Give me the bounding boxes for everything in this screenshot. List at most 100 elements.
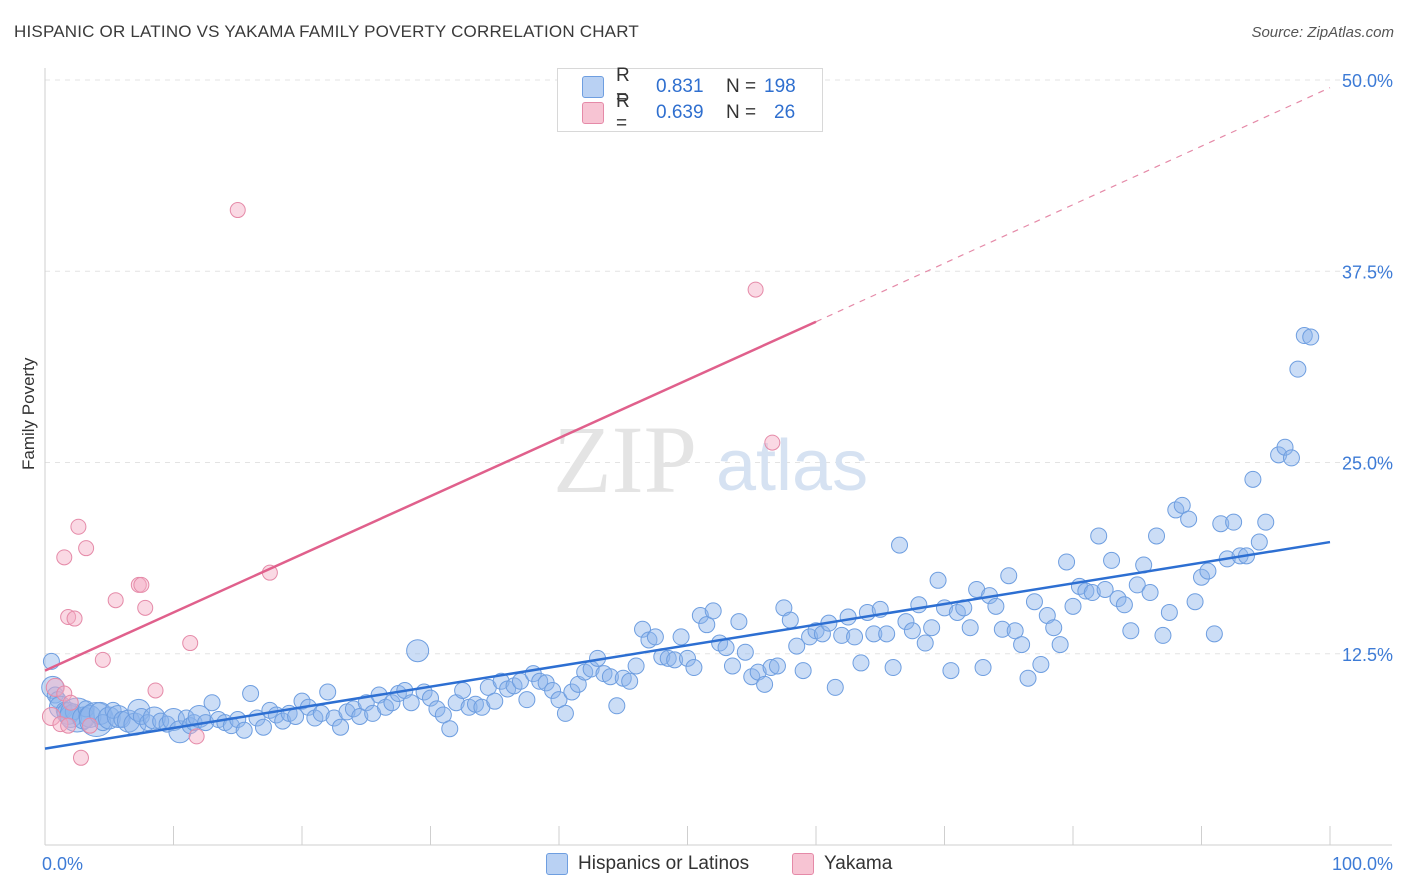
hispanic-point: [383, 694, 401, 712]
hispanic-point: [666, 651, 684, 669]
hispanic-point: [1141, 584, 1159, 602]
hispanic-point: [659, 649, 677, 667]
hispanic-point: [903, 622, 921, 640]
yakama-point: [56, 549, 73, 566]
hispanic-point: [1122, 622, 1140, 640]
hispanic-point: [1064, 597, 1082, 615]
yakama-point: [747, 281, 764, 298]
bottom-legend-swatch-blue: [546, 853, 568, 875]
hispanic-point: [813, 625, 831, 643]
hispanic-point: [1180, 510, 1198, 528]
yakama-point: [60, 609, 77, 626]
hispanic-point: [974, 659, 992, 677]
hispanic-point: [1051, 636, 1069, 654]
hispanic-point: [1148, 527, 1166, 545]
bottom-legend-swatch-pink: [792, 853, 814, 875]
source-note: Source: ZipAtlas.com: [1251, 24, 1394, 41]
yakama-point: [182, 635, 199, 652]
hispanic-point: [897, 613, 915, 631]
y-tick-label: 37.5%: [1342, 262, 1393, 282]
hispanic-point: [319, 683, 337, 701]
hispanic-point: [878, 625, 896, 643]
hispanic-point: [104, 701, 122, 719]
axes: [44, 68, 1392, 846]
hispanic-point: [1025, 593, 1043, 611]
hispanic-point: [1289, 360, 1307, 378]
hispanic-point: [691, 607, 709, 624]
legend-swatch-pink: [582, 102, 604, 124]
hispanic-point: [406, 639, 430, 663]
watermark-atlas: atlas: [716, 426, 868, 506]
hispanic-point: [332, 718, 350, 736]
hispanic-point: [1083, 584, 1101, 602]
hispanic-point: [1115, 596, 1133, 614]
yakama-point: [81, 717, 98, 734]
hispanic-point: [884, 659, 902, 677]
hispanic-point: [987, 597, 1005, 615]
hispanic-point: [1199, 562, 1217, 580]
hispanic-point: [203, 694, 221, 712]
hispanic-point: [235, 721, 253, 739]
watermark-zip: ZIP: [553, 406, 697, 513]
hispanic-point: [1212, 515, 1230, 533]
hispanic-point: [723, 657, 741, 675]
yakama-point: [229, 202, 246, 219]
hispanic-point: [544, 681, 562, 699]
hispanic-point: [1205, 625, 1223, 643]
yakama-point: [70, 518, 87, 535]
legend-r-value: 0.639: [656, 102, 704, 123]
trend-lines: [44, 87, 1331, 750]
legend-n-value: 198: [764, 76, 796, 97]
hispanic-point: [1045, 619, 1063, 637]
hispanic-point: [801, 628, 819, 646]
yakama-point: [188, 728, 205, 745]
legend-row-hispanic: R = 0.831 N = 198: [582, 65, 796, 108]
hispanic-point: [788, 637, 806, 655]
hispanic-point: [1000, 567, 1018, 585]
hispanic-point: [556, 704, 574, 722]
hispanic-point: [891, 536, 909, 554]
x-tick-label: 0.0%: [42, 854, 83, 874]
hispanic-point: [993, 620, 1011, 638]
hispanic-point: [1160, 603, 1178, 621]
legend-swatch-blue: [582, 76, 604, 98]
hispanic-point: [608, 697, 626, 715]
yakama-trend-extension: [815, 87, 1331, 323]
yakama-point: [56, 685, 73, 702]
hispanic-point: [351, 707, 369, 725]
hispanic-point: [756, 675, 774, 693]
hispanic-point: [852, 654, 870, 672]
hispanic-point: [518, 691, 536, 709]
hispanic-point: [627, 657, 645, 675]
hispanic-point: [685, 659, 703, 677]
hispanic-point: [1193, 568, 1210, 586]
hispanic-point: [634, 620, 652, 638]
tick-labels: 12.5% 25.0% 37.5% 50.0% 0.0% 100.0%: [42, 71, 1393, 874]
yakama-point: [147, 682, 164, 699]
hispanic-point: [422, 689, 439, 707]
legend-r-label: R =: [616, 91, 630, 134]
hispanic-point: [454, 681, 472, 699]
hispanic-point: [1096, 580, 1114, 598]
chart-title: HISPANIC OR LATINO VS YAKAMA FAMILY POVE…: [14, 22, 639, 41]
legend-row-yakama: R = 0.639 N = 26: [582, 91, 795, 134]
hispanic-point: [1128, 576, 1146, 594]
legend-r-value: 0.831: [656, 76, 704, 97]
legend-n-label: N =: [726, 102, 757, 123]
yakama-point: [94, 651, 111, 668]
hispanic-point: [916, 634, 934, 652]
hispanic-point: [839, 608, 857, 626]
hispanic-point: [646, 628, 664, 646]
yakama-point: [45, 677, 65, 697]
hispanic-point: [441, 720, 459, 738]
hispanic-point: [961, 619, 979, 637]
stats-legend: R = 0.831 N = 198 R = 0.639 N = 26: [557, 65, 823, 134]
x-tick-label: 100.0%: [1332, 854, 1393, 874]
hispanic-point: [730, 613, 748, 631]
watermark: ZIP atlas: [553, 406, 868, 513]
yakama-point: [137, 599, 154, 616]
hispanic-point: [794, 662, 812, 680]
hispanic-point: [621, 672, 639, 690]
hispanic-trend-line: [44, 540, 1331, 750]
